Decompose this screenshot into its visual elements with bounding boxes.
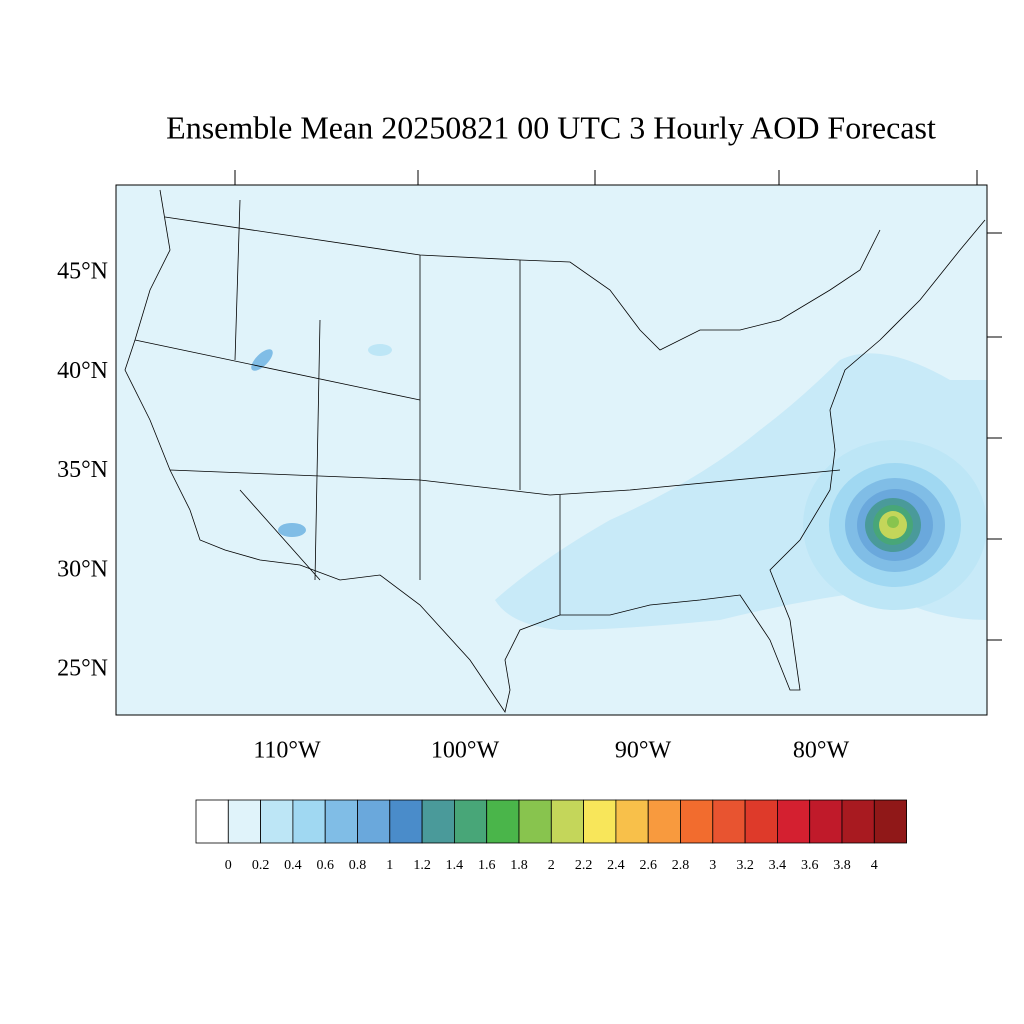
map-frame (115, 184, 988, 716)
colorbar-label: 0 (225, 858, 232, 873)
colorbar-label: 3.4 (769, 858, 787, 873)
colorbar-box (777, 799, 811, 844)
colorbar-box (357, 799, 391, 844)
lon-label: 90°W (615, 738, 672, 764)
map-title: Ensemble Mean 20250821 00 UTC 3 Hourly A… (166, 109, 936, 145)
lon-label: 110°W (253, 738, 321, 764)
colorbar-box (680, 799, 714, 844)
colorbar-box (841, 799, 875, 844)
colorbar-box (518, 799, 552, 844)
colorbar-label: 1.6 (478, 858, 496, 873)
colorbar-box (421, 799, 455, 844)
colorbar-label: 1.4 (446, 858, 464, 873)
colorbar-box (389, 799, 423, 844)
colorbar-box (453, 799, 488, 844)
colorbar-label: 3.2 (736, 858, 754, 873)
colorbar-label: 0.8 (349, 858, 367, 873)
colorbar-label: 0.2 (252, 858, 270, 873)
boundaries (124, 189, 986, 713)
lon-label: 100°W (431, 738, 500, 764)
colorbar-box (227, 799, 262, 844)
colorbar-label: 2.2 (575, 858, 593, 873)
lat-label: 25°N (57, 656, 108, 682)
colorbar-label: 1.2 (413, 858, 431, 873)
colorbar-box (647, 799, 681, 844)
colorbar-label: 4 (871, 858, 878, 873)
colorbar-box (292, 799, 326, 844)
colorbar-label: 2.6 (639, 858, 657, 873)
colorbar-box (873, 799, 907, 844)
colorbar-label: 3.8 (833, 858, 851, 873)
colorbar-box (615, 799, 649, 844)
lat-label: 45°N (57, 259, 108, 285)
colorbar-label: 3.6 (801, 858, 819, 873)
aod-shading (251, 344, 987, 630)
lat-label: 35°N (57, 457, 108, 483)
colorbar-box (195, 799, 229, 844)
colorbar-label: 3 (709, 858, 716, 873)
colorbar-box (583, 799, 617, 844)
frame-ticks (234, 170, 1002, 641)
colorbar-label: 0.4 (284, 858, 302, 873)
colorbar-box (260, 799, 294, 844)
lat-label: 30°N (57, 556, 108, 582)
colorbar-box (712, 799, 746, 844)
colorbar-label: 2 (548, 858, 555, 873)
map-panel (115, 170, 1002, 716)
colorbar-label: 2.8 (672, 858, 690, 873)
colorbar: 0 0.2 0.4 0.6 0.8 1 1.2 1.4 1.6 1.8 2 2.2 2.4 2.6 2.8 3… (195, 799, 907, 873)
colorbar-box (744, 799, 778, 844)
lon-label: 80°W (793, 738, 850, 764)
colorbar-label: 1.8 (510, 858, 528, 873)
colorbar-box (324, 799, 358, 844)
colorbar-box (809, 799, 843, 844)
colorbar-box (550, 799, 584, 844)
colorbar-box (486, 799, 520, 844)
axis-labels: 45°N 40°N 35°N 30°N 25°N 110°W 100°W 90°W 80°W (57, 259, 849, 764)
lat-label: 40°N (57, 358, 108, 384)
colorbar-label: 1 (386, 858, 393, 873)
colorbar-label: 0.6 (316, 858, 334, 873)
colorbar-label: 2.4 (607, 858, 625, 873)
